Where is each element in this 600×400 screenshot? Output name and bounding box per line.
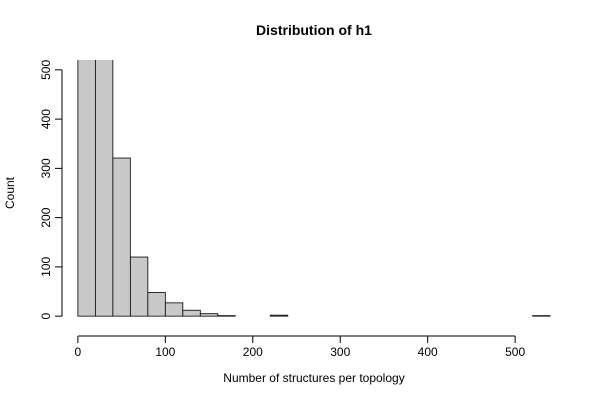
x-axis-label: Number of structures per topology — [223, 371, 404, 385]
y-tick-label: 400 — [39, 109, 53, 129]
x-tick-label: 400 — [418, 345, 438, 359]
x-tick-label: 200 — [243, 345, 263, 359]
x-tick-label: 300 — [330, 345, 350, 359]
y-tick-label: 100 — [39, 257, 53, 277]
y-axis-label: Count — [3, 176, 17, 209]
bar — [129, 256, 149, 317]
bar — [182, 309, 201, 317]
bar — [147, 292, 166, 317]
x-tick-label: 0 — [75, 345, 82, 359]
bar — [164, 302, 184, 317]
y-tick-label: 300 — [39, 158, 53, 178]
bar — [269, 314, 289, 317]
y-tick-label: 500 — [39, 60, 53, 80]
y-tick-label: 200 — [39, 207, 53, 227]
bar — [199, 313, 219, 317]
chart-title: Distribution of h1 — [256, 22, 372, 38]
bar — [112, 157, 131, 317]
bar — [77, 60, 96, 317]
bars — [77, 60, 551, 317]
x-tick-label: 100 — [155, 345, 175, 359]
bar — [94, 60, 114, 317]
y-tick-label: 0 — [39, 312, 53, 319]
x-tick-label: 500 — [505, 345, 525, 359]
